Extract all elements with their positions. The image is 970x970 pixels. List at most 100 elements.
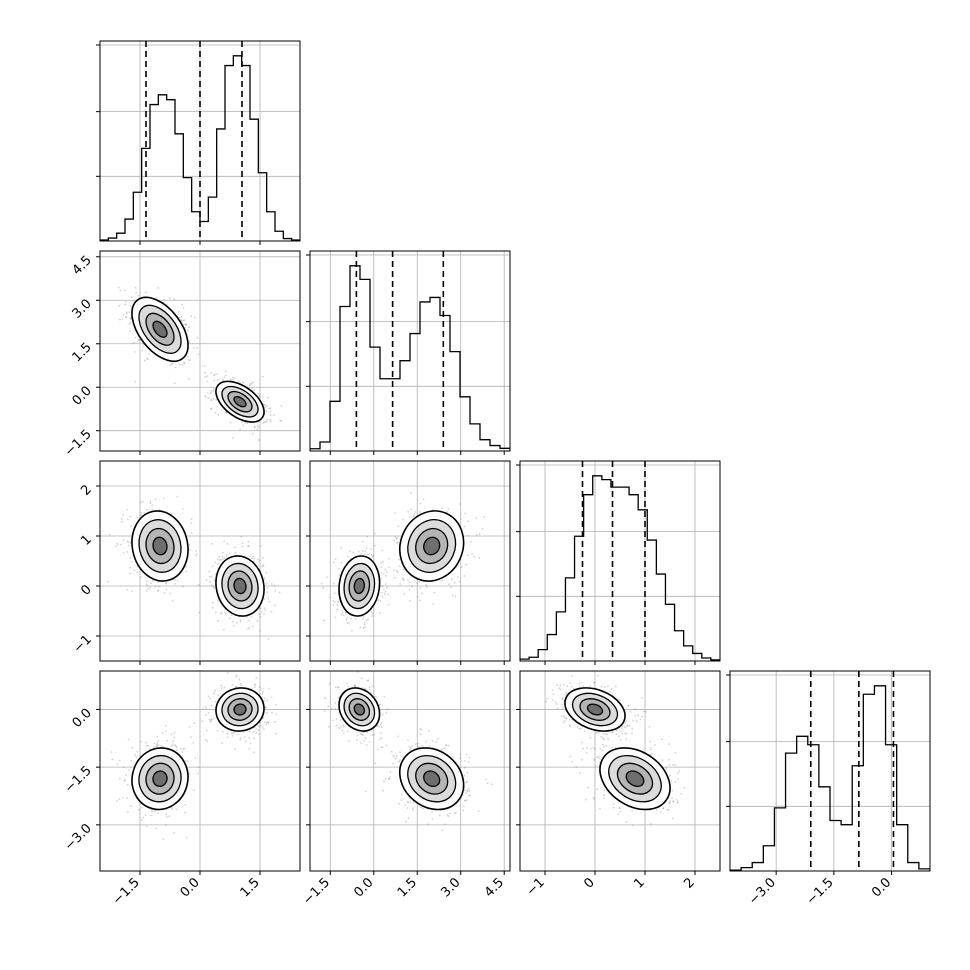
- scatter-point: [467, 761, 470, 764]
- scatter-point: [266, 587, 269, 590]
- scatter-point: [379, 600, 382, 602]
- scatter-point: [459, 581, 461, 583]
- scatter-point: [247, 540, 250, 543]
- scatter-point: [248, 626, 251, 629]
- scatter-point: [126, 540, 129, 543]
- scatter-point: [173, 298, 176, 301]
- scatter-point: [217, 620, 219, 622]
- scatter-point: [196, 553, 198, 555]
- scatter-point: [598, 757, 600, 760]
- scatter-point: [338, 695, 341, 698]
- scatter-point: [396, 541, 398, 544]
- scatter-point: [129, 321, 132, 324]
- scatter-point: [446, 511, 449, 513]
- scatter-point: [649, 740, 652, 743]
- scatter-point: [261, 556, 264, 559]
- scatter-point: [617, 813, 619, 816]
- scatter-point: [387, 593, 389, 596]
- y-tick-label: 2: [78, 482, 94, 498]
- scatter-point: [241, 381, 244, 384]
- scatter-point: [397, 735, 400, 738]
- scatter-point: [234, 552, 237, 554]
- scatter-point: [402, 755, 405, 758]
- scatter-point: [217, 563, 220, 565]
- scatter-point: [165, 582, 168, 584]
- scatter-point: [146, 509, 148, 511]
- scatter-point: [146, 744, 149, 747]
- scatter-point: [363, 623, 366, 626]
- scatter-point: [207, 392, 209, 394]
- scatter-point: [236, 621, 238, 624]
- scatter-point: [262, 563, 264, 566]
- scatter-point: [170, 362, 173, 365]
- scatter-point: [421, 592, 423, 595]
- y-tick-label: 1.5: [70, 340, 95, 365]
- scatter-point: [465, 563, 468, 566]
- scatter-point: [150, 814, 152, 817]
- scatter-point: [366, 536, 369, 538]
- scatter-point: [362, 627, 365, 630]
- scatter-point: [171, 808, 174, 811]
- scatter-point: [235, 674, 238, 676]
- scatter-point: [194, 554, 197, 556]
- scatter-point: [334, 558, 337, 561]
- scatter-point: [376, 725, 379, 727]
- scatter-point: [173, 831, 176, 834]
- scatter-point: [361, 618, 364, 620]
- scatter-point: [207, 711, 210, 714]
- scatter-point: [399, 751, 401, 754]
- scatter-point: [371, 685, 374, 688]
- scatter-point: [625, 821, 628, 823]
- scatter-point: [188, 726, 191, 728]
- scatter-point: [208, 718, 211, 721]
- scatter-point: [214, 689, 217, 691]
- scatter-point: [275, 704, 278, 706]
- scatter-point: [165, 730, 167, 733]
- scatter-point: [165, 816, 168, 818]
- scatter-point: [259, 616, 262, 618]
- scatter-point: [145, 357, 148, 360]
- scatter-point: [273, 414, 275, 416]
- scatter-point: [380, 723, 382, 726]
- scatter-point: [189, 359, 191, 361]
- scatter-point: [360, 553, 362, 555]
- scatter-point: [157, 740, 160, 742]
- scatter-point: [129, 316, 132, 319]
- scatter-point: [248, 384, 251, 387]
- scatter-point: [134, 754, 137, 756]
- scatter-point: [142, 816, 145, 819]
- scatter-point: [428, 730, 430, 733]
- scatter-point: [232, 732, 235, 734]
- scatter-point: [181, 751, 183, 754]
- scatter-point: [161, 732, 164, 735]
- scatter-point: [209, 581, 211, 583]
- scatter-point: [447, 815, 450, 818]
- scatter-point: [256, 619, 259, 622]
- scatter-point: [327, 726, 330, 728]
- scatter-point: [182, 748, 185, 751]
- scatter-point: [425, 740, 428, 743]
- scatter-point: [188, 543, 191, 546]
- scatter-point: [158, 508, 161, 511]
- scatter-point: [213, 692, 216, 695]
- panel-3-0: −1.5 0.0 1.5−3.0−1.50.0: [62, 670, 301, 908]
- panel-2-1: [306, 460, 511, 665]
- scatter-point: [418, 746, 420, 748]
- scatter-point: [221, 378, 224, 381]
- scatter-point: [170, 513, 173, 515]
- scatter-point: [341, 611, 344, 614]
- scatter-point: [175, 808, 178, 811]
- scatter-point: [173, 744, 176, 747]
- scatter-point: [193, 722, 195, 724]
- scatter-point: [125, 311, 128, 314]
- panel-1-0: −1.50.01.53.04.5: [62, 250, 301, 460]
- scatter-point: [140, 740, 143, 743]
- scatter-point: [322, 586, 325, 589]
- scatter-point: [177, 310, 180, 313]
- scatter-point: [174, 366, 177, 369]
- scatter-point: [155, 744, 158, 746]
- scatter-point: [447, 508, 450, 510]
- scatter-point: [251, 387, 254, 390]
- scatter-point: [362, 734, 364, 737]
- scatter-point: [127, 738, 130, 741]
